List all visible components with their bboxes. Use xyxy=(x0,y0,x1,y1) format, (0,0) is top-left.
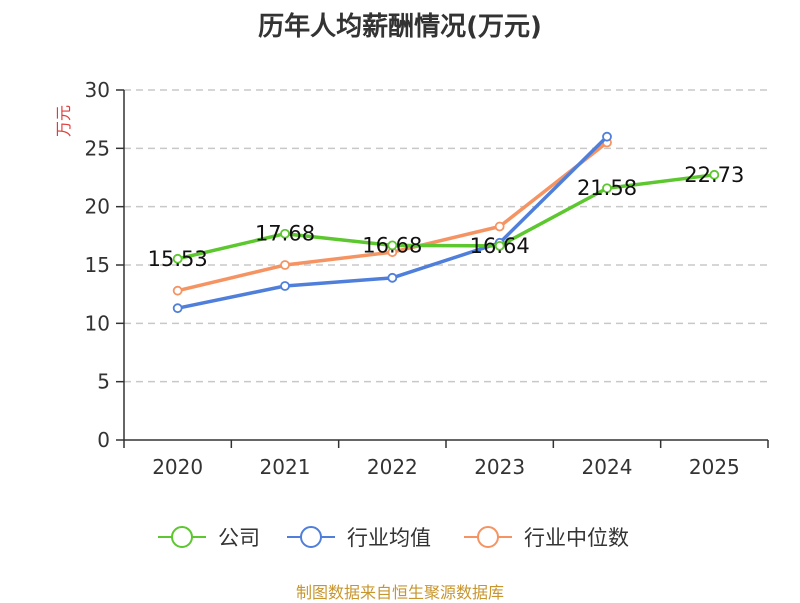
series-line xyxy=(177,173,715,261)
data-point xyxy=(280,260,290,270)
y-tick-label: 10 xyxy=(85,311,110,335)
data-label: 15.53 xyxy=(148,247,208,271)
data-point xyxy=(709,169,720,180)
y-tick-label: 5 xyxy=(97,370,110,394)
y-tick-label: 20 xyxy=(85,195,110,219)
data-point xyxy=(602,183,612,194)
series-1 xyxy=(172,131,612,314)
y-tick-label: 25 xyxy=(85,136,110,160)
data-point xyxy=(172,303,183,314)
series-2 xyxy=(172,137,612,296)
x-tick-label: 2020 xyxy=(152,455,203,479)
x-tick-label: 2022 xyxy=(367,455,418,479)
data-point xyxy=(387,272,398,283)
grid-lines xyxy=(124,89,768,383)
data-label: 21.58 xyxy=(577,176,637,200)
y-tick-label: 0 xyxy=(97,428,110,452)
axes xyxy=(116,89,769,448)
y-tick-labels: 0 5 10 15 20 25 30 xyxy=(85,78,110,452)
data-point xyxy=(494,221,505,232)
data-source-note: 制图数据来自恒生聚源数据库 xyxy=(295,583,504,602)
x-tick-label: 2025 xyxy=(689,455,740,479)
legend-label: 行业中位数 xyxy=(524,526,629,550)
legend-item: 公司 xyxy=(158,526,260,550)
data-point xyxy=(602,131,612,142)
x-tick-label: 2023 xyxy=(474,455,525,479)
series-lines xyxy=(172,131,720,314)
data-point xyxy=(387,240,398,251)
data-label: 16.68 xyxy=(362,233,422,257)
chart-title: 历年人均薪酬情况(万元) xyxy=(258,12,542,42)
legend-marker xyxy=(300,526,322,548)
data-point xyxy=(172,285,183,296)
data-point xyxy=(280,228,290,239)
data-point xyxy=(494,240,505,251)
x-tick-label: 2021 xyxy=(260,455,311,479)
data-label: 16.64 xyxy=(470,234,530,258)
legend-marker xyxy=(477,526,499,548)
x-tick-labels: 2020 2021 2022 2023 2024 2025 xyxy=(152,455,740,479)
legend-label: 公司 xyxy=(218,526,260,550)
data-point xyxy=(172,253,183,264)
legend-item: 行业均值 xyxy=(287,526,431,550)
data-label: 17.68 xyxy=(255,222,315,246)
y-axis-label: 万元 xyxy=(54,105,73,137)
legend-item: 行业中位数 xyxy=(464,526,629,550)
data-labels: 15.53 17.68 16.68 16.64 21.58 22.73 xyxy=(148,163,745,271)
x-tick-label: 2024 xyxy=(582,455,633,479)
legend-marker xyxy=(171,526,193,548)
series-line xyxy=(177,141,609,293)
y-tick-label: 15 xyxy=(85,253,110,277)
data-label: 22.73 xyxy=(684,163,744,187)
data-point xyxy=(280,281,290,291)
y-tick-label: 30 xyxy=(85,78,110,102)
series-0 xyxy=(172,169,720,264)
legend-label: 行业均值 xyxy=(347,526,431,550)
legend: 公司 行业均值 行业中位数 xyxy=(158,526,629,550)
